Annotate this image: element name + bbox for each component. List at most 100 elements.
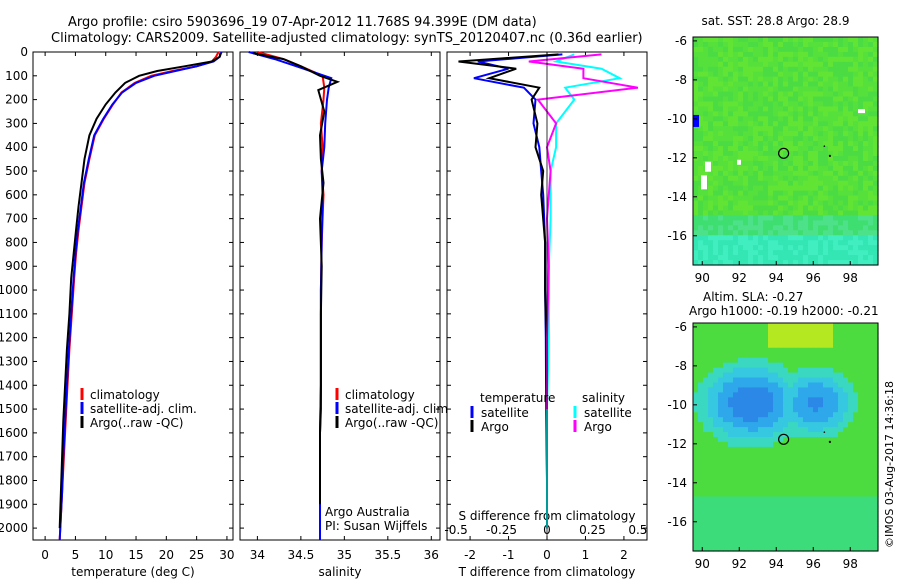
heatmap-cell — [838, 432, 844, 438]
heatmap-cell — [863, 61, 869, 68]
heatmap-cell — [853, 46, 859, 53]
heatmap-cell — [763, 511, 769, 517]
heatmap-cell — [733, 446, 739, 453]
heatmap-cell — [783, 76, 789, 83]
heatmap-cell — [768, 347, 774, 354]
heatmap-cell — [803, 422, 809, 428]
heatmap-cell — [798, 205, 804, 212]
heatmap-cell — [803, 195, 809, 202]
heatmap-cell — [773, 141, 779, 147]
heatmap-cell — [758, 456, 764, 463]
heatmap-cell — [858, 37, 864, 43]
heatmap-cell — [753, 402, 759, 408]
heatmap-cell — [793, 180, 799, 187]
heatmap-cell — [783, 546, 789, 552]
heatmap-cell — [733, 362, 739, 369]
heatmap-cell — [823, 180, 829, 187]
heatmap-cell — [718, 521, 724, 527]
heatmap-cell — [833, 170, 839, 177]
heatmap-cell — [703, 61, 709, 68]
heatmap-cell — [863, 41, 869, 48]
heatmap-cell — [853, 101, 859, 107]
heatmap-cell — [723, 170, 729, 177]
heatmap-cell — [718, 151, 724, 157]
heatmap-cell — [753, 56, 759, 63]
heatmap-cell — [833, 437, 839, 443]
x-tick-label: 98 — [843, 271, 858, 285]
heatmap-cell — [728, 255, 734, 261]
heatmap-cell — [733, 175, 739, 182]
heatmap-cell — [793, 427, 799, 433]
heatmap-cell — [808, 46, 814, 53]
heatmap-cell — [873, 456, 879, 463]
heatmap-cell — [828, 471, 834, 478]
heatmap-cell — [733, 347, 739, 354]
heatmap-cell — [868, 46, 874, 53]
heatmap-cell — [698, 546, 704, 552]
heatmap-cell — [748, 111, 754, 117]
heatmap-cell — [703, 225, 709, 231]
heatmap-cell — [853, 66, 859, 73]
heatmap-cell — [798, 116, 804, 122]
heatmap-cell — [793, 61, 799, 68]
heatmap-cell — [783, 240, 789, 246]
heatmap-cell — [788, 200, 794, 207]
heatmap-cell — [693, 327, 699, 334]
heatmap-cell — [733, 200, 739, 207]
heatmap-cell — [843, 126, 849, 132]
heatmap-cell — [853, 342, 859, 349]
heatmap-cell — [808, 441, 814, 448]
heatmap-cell — [713, 382, 719, 389]
heatmap-cell — [698, 516, 704, 522]
heatmap-cell — [838, 536, 844, 542]
heatmap-cell — [728, 332, 734, 339]
heatmap-cell — [718, 146, 724, 152]
heatmap-cell — [768, 546, 774, 552]
heatmap-cell — [843, 200, 849, 207]
heatmap-cell — [768, 190, 774, 197]
heatmap-cell — [868, 432, 874, 438]
heatmap-cell — [843, 141, 849, 147]
heatmap-cell — [858, 71, 864, 78]
heatmap-cell — [808, 526, 814, 532]
heatmap-cell — [758, 387, 764, 393]
heatmap-cell — [868, 81, 874, 88]
heatmap-cell — [768, 491, 774, 498]
x2-tick-label: 0.25 — [579, 523, 606, 537]
heatmap-cell — [838, 41, 844, 48]
heatmap-cell — [733, 382, 739, 389]
heatmap-cell — [723, 412, 729, 418]
heatmap-cell — [763, 387, 769, 393]
heatmap-cell — [768, 486, 774, 493]
heatmap-cell — [813, 170, 819, 177]
heatmap-cell — [843, 175, 849, 182]
heatmap-cell — [783, 521, 789, 527]
heatmap-cell — [728, 516, 734, 522]
heatmap-cell — [758, 372, 764, 379]
heatmap-cell — [803, 367, 809, 374]
heatmap-cell — [828, 407, 834, 413]
heatmap-cell — [863, 511, 869, 517]
heatmap-cell — [873, 126, 879, 132]
heatmap-cell — [708, 190, 714, 197]
heatmap-cell — [738, 402, 744, 408]
heatmap-cell — [768, 412, 774, 418]
heatmap-cell — [748, 347, 754, 354]
heatmap-cell — [703, 131, 709, 137]
heatmap-cell — [758, 96, 764, 103]
heatmap-cell — [803, 106, 809, 112]
heatmap-cell — [873, 136, 879, 142]
heatmap-cell — [853, 250, 859, 256]
heatmap-cell — [738, 397, 744, 403]
x-tick-label: 36 — [424, 548, 439, 562]
profile-panel-difference-from-climatology: -2 -1 0 1 2T difference from climatology-0.5… — [444, 51, 648, 579]
heatmap-cell — [853, 195, 859, 202]
heatmap-cell — [853, 546, 859, 552]
heatmap-cell — [773, 347, 779, 354]
heatmap-cell — [758, 111, 764, 117]
heatmap-cell — [693, 146, 699, 152]
heatmap-cell — [738, 417, 744, 423]
heatmap-cell — [723, 81, 729, 88]
heatmap-cell — [783, 37, 789, 43]
heatmap-cell — [813, 245, 819, 251]
